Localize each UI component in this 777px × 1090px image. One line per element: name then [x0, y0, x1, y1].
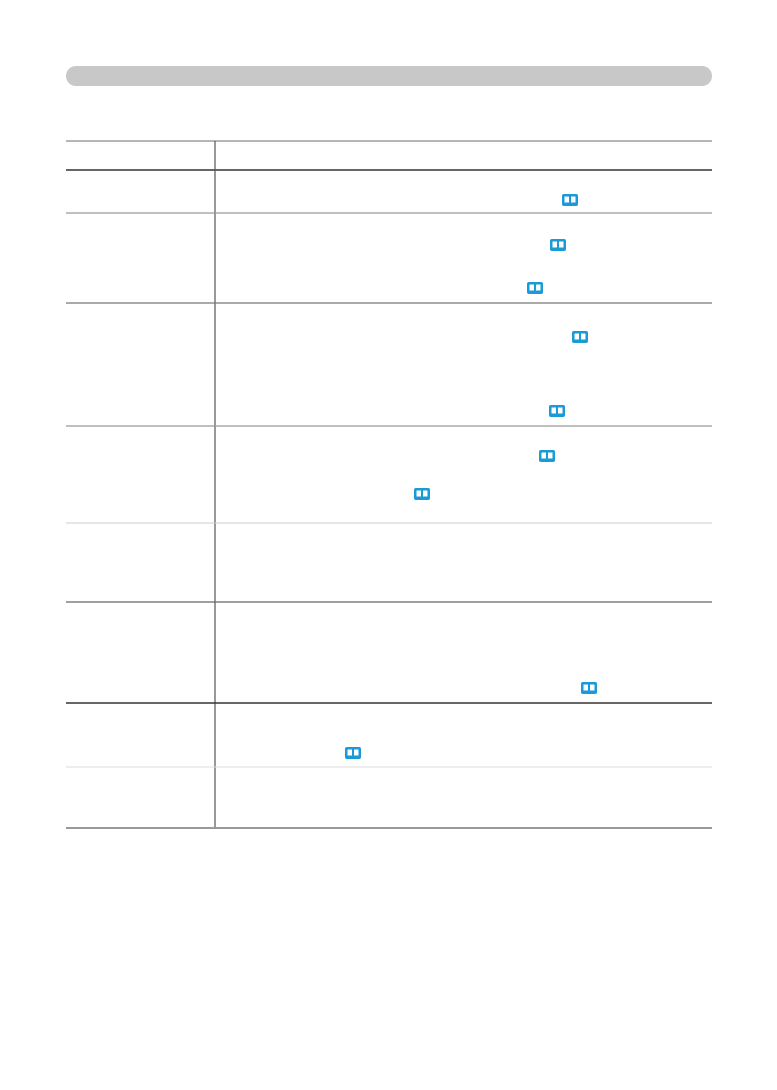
book-icon	[550, 239, 566, 251]
book-icon	[414, 488, 430, 500]
book-icon	[345, 747, 361, 759]
book-icon	[562, 194, 578, 206]
book-icon	[527, 282, 543, 294]
book-icon	[549, 405, 565, 417]
section-bar	[66, 66, 712, 86]
book-icon	[539, 450, 555, 462]
table	[66, 140, 712, 829]
reference-icons	[345, 194, 597, 759]
book-icon	[581, 682, 597, 694]
book-icon	[572, 331, 588, 343]
